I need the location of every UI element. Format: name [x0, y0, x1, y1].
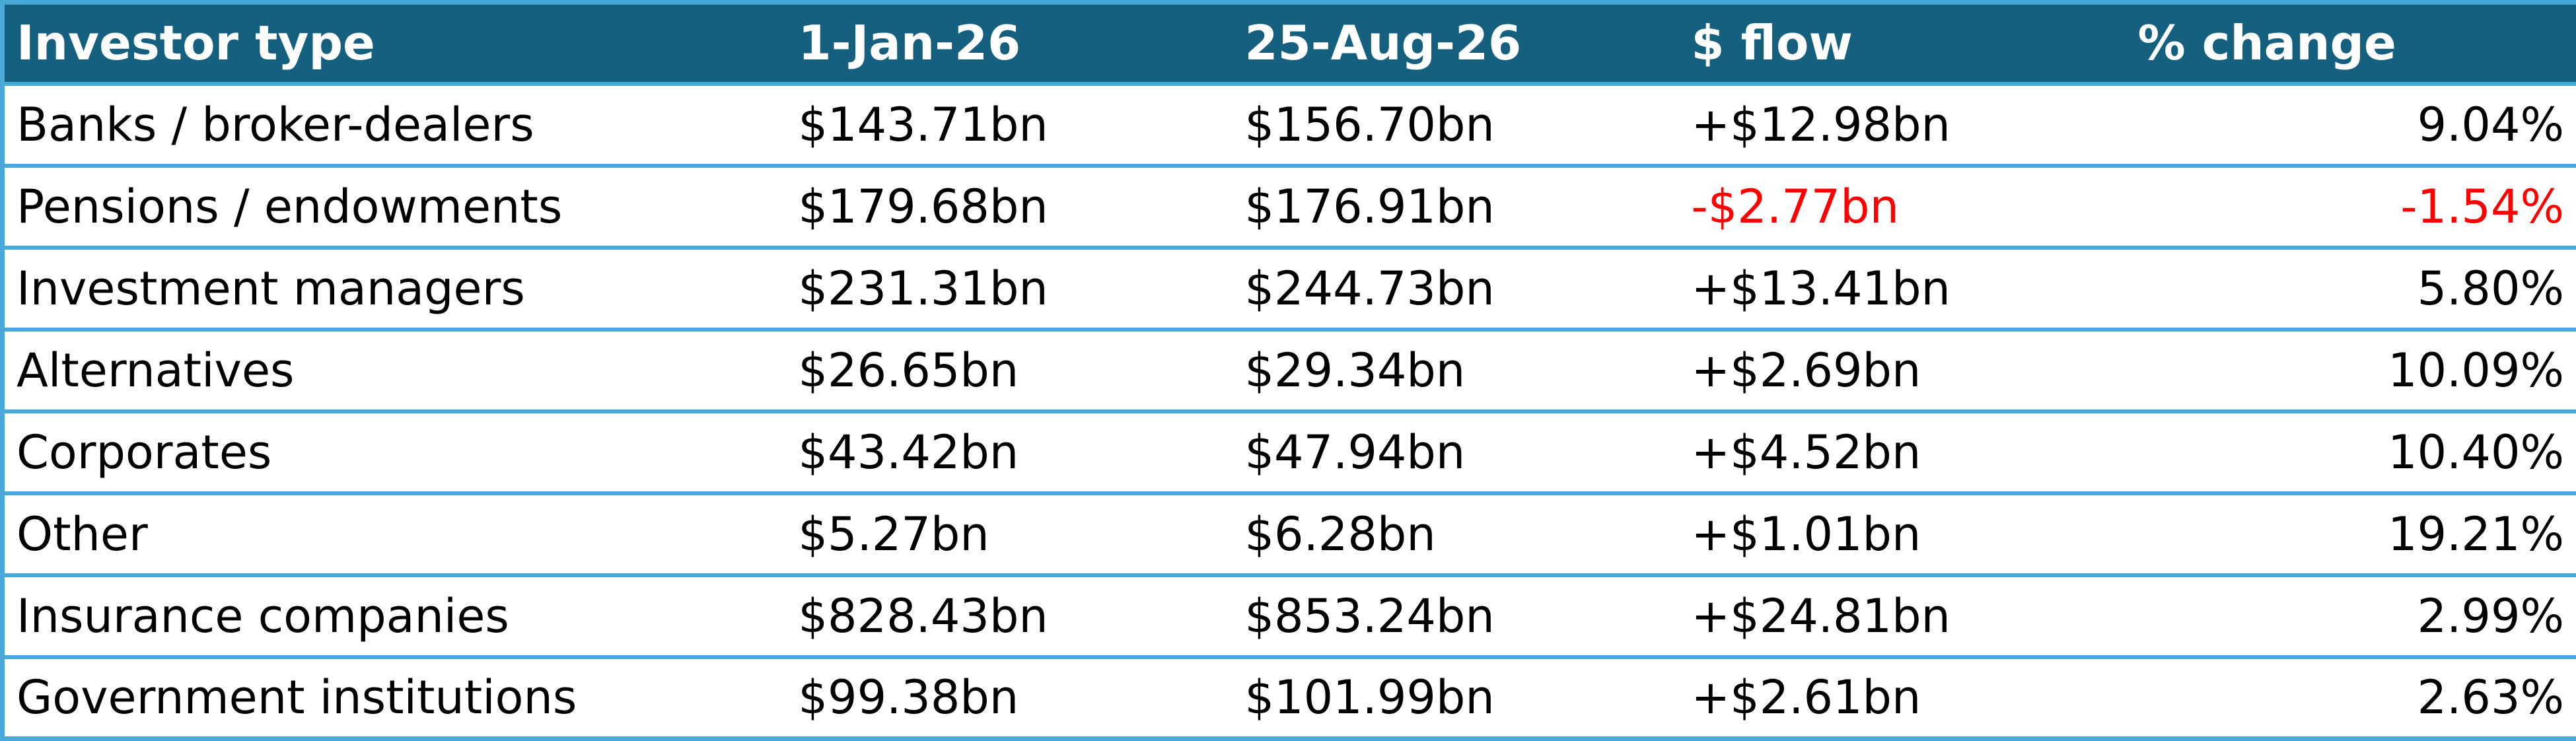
dollar-flow-cell: +$13.41bn	[1680, 248, 2126, 330]
start-value-cell: $99.38bn	[787, 657, 1233, 739]
start-value-cell: $43.42bn	[787, 411, 1233, 493]
header-date-start: 1-Jan-26	[787, 3, 1233, 84]
start-value-cell: $5.27bn	[787, 493, 1233, 575]
investor-type-cell: Investment managers	[3, 248, 787, 330]
percent-change-cell: 2.99%	[2126, 575, 2576, 657]
end-value-cell: $101.99bn	[1233, 657, 1680, 739]
percent-change-cell: -1.54%	[2126, 166, 2576, 248]
table-row: Investment managers$231.31bn$244.73bn+$1…	[3, 248, 2576, 330]
table-row: Banks / broker-dealers$143.71bn$156.70bn…	[3, 84, 2576, 166]
percent-change-cell: 9.04%	[2126, 84, 2576, 166]
end-value-cell: $29.34bn	[1233, 330, 1680, 411]
end-value-cell: $47.94bn	[1233, 411, 1680, 493]
table-row: Pensions / endowments$179.68bn$176.91bn-…	[3, 166, 2576, 248]
investor-type-cell: Insurance companies	[3, 575, 787, 657]
percent-change-cell: 10.40%	[2126, 411, 2576, 493]
investor-type-cell: Pensions / endowments	[3, 166, 787, 248]
percent-change-cell: 10.09%	[2126, 330, 2576, 411]
dollar-flow-cell: -$2.77bn	[1680, 166, 2126, 248]
investor-type-cell: Banks / broker-dealers	[3, 84, 787, 166]
table-row: Insurance companies$828.43bn$853.24bn+$2…	[3, 575, 2576, 657]
investor-type-cell: Government institutions	[3, 657, 787, 739]
table-row: Government institutions$99.38bn$101.99bn…	[3, 657, 2576, 739]
start-value-cell: $26.65bn	[787, 330, 1233, 411]
investor-type-cell: Corporates	[3, 411, 787, 493]
end-value-cell: $6.28bn	[1233, 493, 1680, 575]
header-percent-change: % change	[2126, 3, 2576, 84]
end-value-cell: $244.73bn	[1233, 248, 1680, 330]
start-value-cell: $179.68bn	[787, 166, 1233, 248]
dollar-flow-cell: +$12.98bn	[1680, 84, 2126, 166]
header-dollar-flow: $ flow	[1680, 3, 2126, 84]
investor-type-cell: Other	[3, 493, 787, 575]
end-value-cell: $853.24bn	[1233, 575, 1680, 657]
start-value-cell: $143.71bn	[787, 84, 1233, 166]
percent-change-cell: 19.21%	[2126, 493, 2576, 575]
end-value-cell: $176.91bn	[1233, 166, 1680, 248]
dollar-flow-cell: +$4.52bn	[1680, 411, 2126, 493]
investor-type-cell: Alternatives	[3, 330, 787, 411]
header-date-end: 25-Aug-26	[1233, 3, 1680, 84]
start-value-cell: $828.43bn	[787, 575, 1233, 657]
dollar-flow-cell: +$2.69bn	[1680, 330, 2126, 411]
table-body: Banks / broker-dealers$143.71bn$156.70bn…	[3, 84, 2576, 739]
dollar-flow-cell: +$2.61bn	[1680, 657, 2126, 739]
dollar-flow-cell: +$24.81bn	[1680, 575, 2126, 657]
header-row: Investor type 1-Jan-26 25-Aug-26 $ flow …	[3, 3, 2576, 84]
start-value-cell: $231.31bn	[787, 248, 1233, 330]
percent-change-cell: 2.63%	[2126, 657, 2576, 739]
percent-change-cell: 5.80%	[2126, 248, 2576, 330]
dollar-flow-cell: +$1.01bn	[1680, 493, 2126, 575]
header-investor-type: Investor type	[3, 3, 787, 84]
end-value-cell: $156.70bn	[1233, 84, 1680, 166]
